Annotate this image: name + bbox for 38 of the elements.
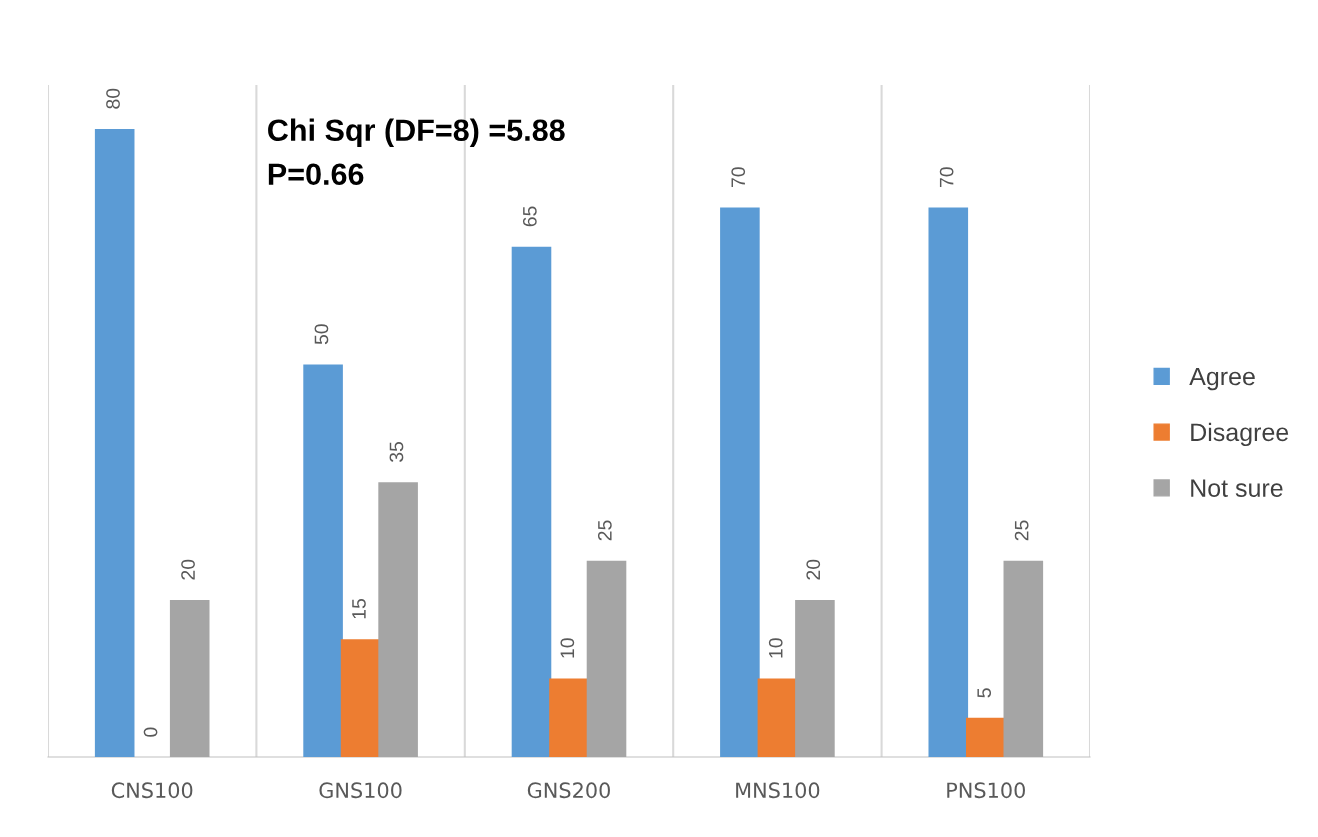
bar <box>511 246 552 757</box>
bar <box>94 128 135 757</box>
data-label: 20 <box>806 559 821 580</box>
data-label: 65 <box>522 206 537 227</box>
bar <box>549 678 589 757</box>
bar <box>340 639 381 757</box>
data-label: 10 <box>560 638 575 658</box>
legend-label: Agree <box>1189 367 1255 391</box>
x-tick-label: GNS200 <box>527 782 610 799</box>
x-tick-label: PNS100 <box>947 782 1025 799</box>
data-label: 50 <box>314 324 329 345</box>
x-tick-label: CNS100 <box>111 782 193 799</box>
data-label: 25 <box>1014 520 1029 541</box>
bar <box>586 560 627 757</box>
data-label: 25 <box>597 520 612 541</box>
bar <box>303 364 343 757</box>
legend-label: Not sure <box>1191 479 1283 497</box>
bar <box>757 678 798 757</box>
bar <box>795 599 835 757</box>
data-label: 70 <box>731 167 746 188</box>
bar <box>169 599 210 757</box>
data-label: 70 <box>939 167 954 188</box>
data-label: 80 <box>106 88 120 109</box>
data-label: 10 <box>768 638 783 658</box>
data-label: 35 <box>389 441 404 463</box>
bar <box>720 207 760 757</box>
data-label: 5 <box>977 688 992 698</box>
x-tick-label: MNS100 <box>736 782 820 799</box>
bar <box>1003 560 1044 757</box>
bar <box>966 717 1006 757</box>
data-label: 15 <box>352 598 366 619</box>
x-tick-label: GNS100 <box>319 782 402 799</box>
bar <box>928 207 969 757</box>
data-label: 0 <box>143 727 158 737</box>
legend-label: Disagree <box>1191 422 1289 447</box>
annotation: Chi Sqr (DF=8) =5.88 P=0.66 <box>268 118 565 186</box>
data-label: 20 <box>181 559 195 580</box>
bar <box>378 482 418 757</box>
